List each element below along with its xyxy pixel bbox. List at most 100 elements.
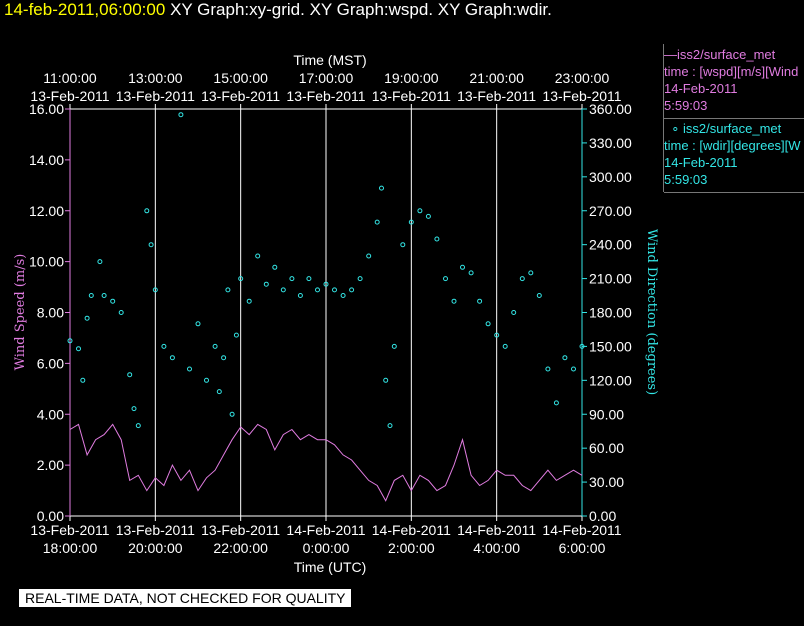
wdir-point [562,355,568,361]
left-axis: 0.00 2.00 4.00 6.00 8.00 10.00 12.00 14.00 16.00 [29,101,70,524]
top-tick-time: 21:00:00 [469,70,524,86]
right-axis-label: Wind Direction (degrees) [644,229,659,395]
wdir-point [332,287,337,293]
wdir-point [502,343,508,349]
title-bar: 14-feb-2011,06:00:00 XY Graph:xy-grid. X… [4,0,552,20]
wdir-point [417,208,423,214]
wdir-point [323,281,329,287]
wdir-point [127,372,133,378]
wdir-point [357,276,363,282]
title-graphs: XY Graph:xy-grid. XY Graph:wspd. XY Grap… [170,0,552,19]
left-tick-label: 6.00 [37,355,64,371]
wdir-point [225,287,231,293]
wdir-point [67,338,73,344]
wdir-point [195,321,201,327]
wdir-point [152,287,158,293]
wdir-point [169,355,175,361]
top-tick-date: 13-Feb-2011 [30,88,109,104]
wdir-point [340,293,346,298]
right-tick-label: 300.00 [589,169,632,185]
left-tick-label: 10.00 [29,254,64,270]
bottom-tick-date: 13-Feb-2011 [116,522,195,538]
top-axis-label: Time (MST) [293,52,366,68]
left-tick-label: 0.00 [37,508,64,524]
top-tick-time: 13:00:00 [128,70,183,86]
wdir-point [579,343,585,349]
wdir-point [280,287,286,293]
wdir-point [204,377,209,383]
right-tick-label: 90.00 [589,406,624,422]
wdir-point [425,213,431,219]
bottom-tick-date: 14-Feb-2011 [286,522,365,538]
wdir-point [315,287,320,293]
left-tick-label: 4.00 [37,406,64,422]
wdir-point [144,208,150,214]
wdir-point [387,423,393,429]
wdir-point [383,377,389,383]
wdir-point [272,264,278,270]
legend-wspd-name: —iss2/surface_met [664,47,776,62]
wdir-point [468,270,474,276]
legend-wdir-date: 14-Feb-2011 [664,155,738,170]
bottom-tick-time: 6:00:00 [559,540,606,556]
right-tick-label: 330.00 [589,135,632,151]
wdir-point [528,270,534,276]
legend-wspd-date: 14-Feb-2011 [664,81,738,96]
top-axis: 11:00:00 13-Feb-2011 13:00:00 13-Feb-2011 15… [30,70,622,109]
top-tick-time: 15:00:00 [213,70,268,86]
grid-lines [154,109,498,516]
wdir-point [221,355,227,361]
legend-wdir-time: 5:59:03 [664,172,708,187]
wdir-point [485,321,491,327]
wdir-point [229,411,235,417]
right-tick-label: 30.00 [589,474,624,490]
wdir-point [408,219,414,225]
bottom-tick-time: 18:00:00 [43,540,98,556]
disclaimer: REAL-TIME DATA, NOT CHECKED FOR QUALITY [19,589,352,607]
wdir-point [553,400,559,406]
wdir-point [148,242,154,248]
right-tick-label: 360.00 [589,101,632,117]
left-tick-label: 12.00 [29,203,64,219]
right-tick-label: 180.00 [589,305,632,321]
wdir-point [536,293,542,298]
right-axis: 0.00 30.00 60.00 90.00 120.00 150.00 180.00 210… [582,101,632,524]
legend-wspd-time: 5:59:03 [664,98,708,113]
top-tick-time: 11:00:00 [43,70,97,86]
bottom-tick-time: 22:00:00 [213,540,268,556]
left-tick-label: 8.00 [37,305,64,321]
right-tick-label: 210.00 [589,271,632,287]
right-tick-label: 0.00 [589,508,616,524]
bottom-tick-date: 13-Feb-2011 [201,522,280,538]
top-tick-date: 13-Feb-2011 [286,88,365,104]
wspd-line [69,423,583,502]
wdir-point [349,287,355,293]
wdir-point [263,281,269,287]
left-tick-label: 16.00 [29,101,64,117]
wdir-point [101,293,107,298]
top-tick-date: 13-Feb-2011 [372,88,451,104]
top-tick-date: 13-Feb-2011 [116,88,195,104]
title-date: 14-feb-2011,06:00:00 [4,0,166,19]
wdir-point [306,276,312,282]
wdir-point [289,276,295,282]
top-tick-time: 19:00:00 [384,70,439,86]
right-tick-label: 150.00 [589,338,632,354]
legend-wdir-desc: time : [wdir][degrees][W [664,138,801,153]
wdir-point [216,389,222,395]
wdir-point [178,112,184,118]
wdir-point [494,332,500,338]
bottom-tick-time: 2:00:00 [388,540,435,556]
legend-wspd: —iss2/surface_met time : [wspd][m/s][Win… [664,46,804,119]
wdir-point [76,346,81,352]
bottom-axis-label: Time (UTC) [294,559,367,575]
wdir-point [451,298,457,304]
right-tick-label: 60.00 [589,440,624,456]
wdir-point [374,219,380,225]
top-tick-time: 17:00:00 [299,70,354,86]
legend-wspd-desc: time : [wspd][m/s][Wind [664,64,799,79]
wdir-point [110,298,116,304]
wdir-point [511,310,517,315]
right-tick-label: 270.00 [589,203,632,219]
